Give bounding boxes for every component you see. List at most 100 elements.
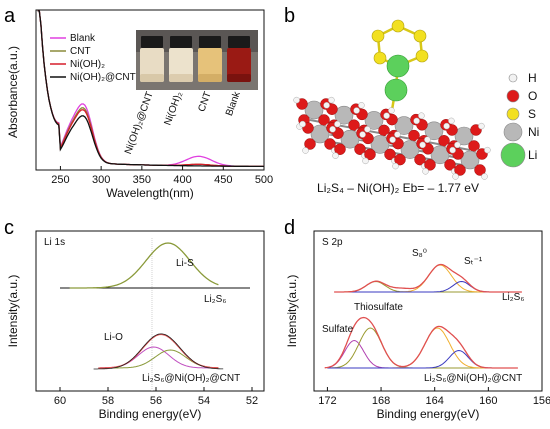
h-atom [293, 96, 300, 104]
annotation-li-s: Li-S [176, 258, 194, 269]
series-niohcnt-curve [37, 10, 264, 168]
ni-atom [310, 124, 330, 144]
annotation-thiosulfate: Thiosulfate [354, 302, 403, 313]
ni-atom [370, 135, 390, 154]
s-atom [391, 19, 405, 33]
vial-photo-top-shade [136, 30, 258, 52]
d-bottom-fit-thiosulfate [327, 327, 516, 369]
ni-atom [364, 111, 384, 130]
panel-letter-d: d [284, 217, 295, 239]
atom-legend-label: H [528, 71, 537, 85]
x-tick-label: 400 [173, 174, 191, 186]
x-tick-label: 168 [372, 395, 390, 407]
x-tick-label: 172 [318, 395, 336, 407]
o-atom [304, 138, 316, 150]
photo-label-1: Ni(OH)₂@CNT [123, 90, 156, 156]
o-atom [474, 164, 486, 176]
ni-atom [430, 145, 450, 165]
atom-legend-label: O [528, 89, 537, 103]
o-atom [394, 153, 406, 166]
panel-b-caption: Li₂S₄ – Ni(OH)₂ Eb= – 1.77 eV [317, 181, 479, 195]
h-atom [323, 102, 330, 109]
vial-3 [198, 36, 222, 82]
h-atom [394, 131, 401, 138]
atom-legend-swatch [506, 89, 520, 103]
panel-a-chart: 250 300 350 400 450 500 Wavelength(nm) Absorb… [6, 9, 273, 200]
panel-letter-a: a [4, 5, 16, 27]
photo-label-3: CNT [196, 90, 213, 113]
vial-photo-inset: Ni(OH)₂@CNT Ni(OH)₂ CNT Blank [123, 30, 258, 156]
atom-legend-label: Ni [528, 125, 539, 139]
x-tick-label: 54 [198, 395, 210, 407]
panel-c-axes-frame [35, 230, 265, 392]
h-atom [299, 120, 306, 128]
ni-atom [394, 116, 414, 135]
panel-d-chart: 172 168 164 160 156 Binding energy(eV) Inten… [285, 230, 550, 421]
d-top-envelope [334, 263, 522, 293]
o-atom [364, 148, 376, 161]
o-atom [318, 114, 330, 126]
annotation-s8: S₈⁰ [412, 248, 427, 259]
x-tick-label: 60 [54, 395, 66, 407]
o-atom [354, 143, 366, 155]
series-label-li2s6-nioh-cnt: Li₂S₆@Ni(OH)₂@CNT [142, 373, 240, 384]
d-bottom-envelope [324, 316, 518, 369]
atom-legend-label: Li [528, 148, 537, 162]
d-top-fit-s8 [340, 264, 516, 293]
x-tick-label: 350 [133, 174, 151, 186]
o-atom [444, 159, 456, 171]
h-atom [359, 131, 366, 138]
slab-atoms [293, 96, 491, 180]
h-atom [362, 157, 369, 165]
c-top-li2s6-curve [69, 242, 219, 289]
panel-b-molecular-model: HOS Ni Li Li₂S₄ – Ni(OH)₂ Eb= – 1.77 eV [293, 19, 539, 195]
x-tick-label: 500 [255, 174, 273, 186]
o-atom [324, 138, 336, 150]
legend-label-nioh: Ni(OH)₂ [70, 59, 105, 70]
x-tick-label: 160 [479, 395, 497, 407]
h-atom [448, 117, 455, 125]
d-top-fit-thiosulfate [340, 280, 516, 293]
x-tick-label: 450 [214, 174, 232, 186]
panel-a-x-ticks: 250 300 350 400 450 500 [51, 166, 273, 186]
panel-d-axes-frame [313, 230, 543, 392]
atom-legend-swatch [503, 122, 523, 142]
c-bottom-raw-data [93, 333, 224, 370]
vial-2 [169, 36, 193, 82]
s-atom [373, 51, 387, 65]
li-atom [384, 78, 408, 102]
ni-atom [454, 126, 474, 146]
panel-b-atom-legend: HOS Ni Li [500, 71, 539, 168]
h-atom [484, 146, 491, 154]
h-atom [424, 136, 431, 143]
s-atom [413, 29, 427, 43]
atom-legend-swatch [508, 73, 518, 83]
series-label-li2s6-nioh-cnt: Li₂S₆@Ni(OH)₂@CNT [424, 373, 522, 384]
panel-d-x-ticks: 172 168 164 160 156 [318, 387, 550, 407]
h-atom [452, 173, 459, 180]
series-label-li2s6: Li₂S₆ [502, 292, 524, 303]
x-tick-label: 300 [92, 174, 110, 186]
panel-c-title: Li 1s [44, 237, 65, 248]
ni-atom [460, 150, 480, 170]
panel-letter-c: c [4, 217, 14, 239]
h-atom [454, 141, 461, 149]
h-atom [329, 126, 336, 133]
photo-label-2: Ni(OH)₂ [163, 90, 185, 127]
d-bottom-fit-st [327, 349, 516, 369]
o-atom [468, 140, 480, 152]
annotation-st: Sₜ⁻¹ [464, 256, 483, 267]
x-tick-label: 56 [150, 395, 162, 407]
atom-legend-label: S [528, 107, 536, 121]
d-bottom-fit-sulfate [327, 339, 516, 369]
panel-d-ylabel: Intensity(a.u.) [285, 275, 299, 348]
panel-d-xlabel: Binding energy(eV) [377, 407, 480, 421]
o-atom [334, 143, 346, 155]
o-atom [384, 148, 396, 161]
li-atom [386, 54, 410, 78]
ni-atom [424, 121, 444, 141]
h-atom [383, 112, 390, 119]
legend-label-niohcnt: Ni(OH)₂@CNT [70, 72, 136, 83]
panel-a-xlabel: Wavelength(nm) [106, 186, 194, 200]
